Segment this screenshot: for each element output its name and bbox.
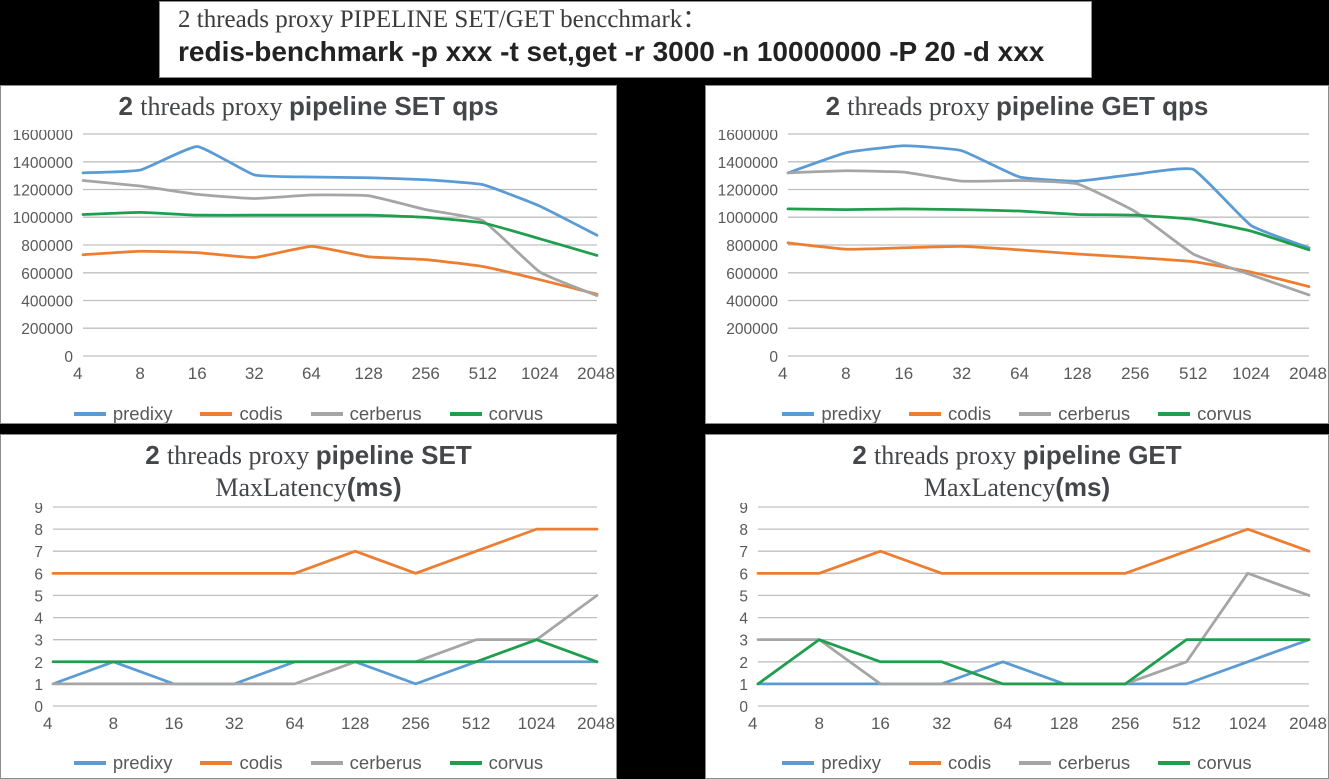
svg-text:128: 128 — [1063, 364, 1091, 383]
svg-text:2048: 2048 — [577, 364, 615, 383]
svg-text:200000: 200000 — [726, 321, 778, 338]
svg-text:128: 128 — [341, 714, 369, 733]
svg-text:1000000: 1000000 — [13, 210, 74, 227]
svg-text:6: 6 — [34, 566, 43, 583]
svg-text:2: 2 — [34, 655, 43, 672]
svg-text:600000: 600000 — [726, 266, 778, 283]
svg-text:128: 128 — [354, 364, 382, 383]
svg-text:64: 64 — [993, 714, 1012, 733]
svg-text:1200000: 1200000 — [718, 183, 779, 200]
svg-text:1: 1 — [739, 677, 748, 694]
svg-text:6: 6 — [739, 566, 748, 583]
svg-text:256: 256 — [402, 714, 430, 733]
svg-text:8: 8 — [814, 714, 823, 733]
svg-text:512: 512 — [1172, 714, 1200, 733]
svg-text:4: 4 — [739, 611, 748, 628]
svg-text:4: 4 — [778, 364, 787, 383]
svg-text:16: 16 — [164, 714, 183, 733]
svg-text:1600000: 1600000 — [13, 130, 74, 144]
svg-text:2048: 2048 — [1289, 714, 1327, 733]
svg-text:1024: 1024 — [521, 364, 559, 383]
svg-text:800000: 800000 — [726, 238, 778, 255]
svg-text:8: 8 — [34, 522, 43, 539]
svg-text:32: 32 — [952, 364, 971, 383]
svg-text:512: 512 — [462, 714, 490, 733]
svg-text:8: 8 — [109, 714, 118, 733]
svg-text:3: 3 — [739, 633, 748, 650]
svg-text:512: 512 — [1179, 364, 1207, 383]
svg-text:16: 16 — [188, 364, 207, 383]
svg-text:4: 4 — [73, 364, 82, 383]
svg-text:8: 8 — [135, 364, 144, 383]
svg-text:1600000: 1600000 — [718, 130, 779, 144]
svg-text:2048: 2048 — [577, 714, 615, 733]
svg-text:32: 32 — [225, 714, 244, 733]
svg-text:200000: 200000 — [21, 321, 73, 338]
svg-text:1200000: 1200000 — [13, 183, 74, 200]
svg-text:400000: 400000 — [726, 294, 778, 311]
svg-text:256: 256 — [412, 364, 440, 383]
svg-text:4: 4 — [748, 714, 757, 733]
svg-text:64: 64 — [285, 714, 304, 733]
svg-text:32: 32 — [932, 714, 951, 733]
svg-text:3: 3 — [34, 633, 43, 650]
svg-text:4: 4 — [34, 611, 43, 628]
svg-text:4: 4 — [43, 714, 52, 733]
svg-text:1024: 1024 — [1232, 364, 1270, 383]
svg-text:256: 256 — [1121, 364, 1149, 383]
svg-text:5: 5 — [34, 588, 43, 605]
svg-text:8: 8 — [739, 522, 748, 539]
svg-text:9: 9 — [739, 503, 748, 517]
svg-text:1000000: 1000000 — [718, 210, 779, 227]
svg-text:600000: 600000 — [21, 266, 73, 283]
svg-text:400000: 400000 — [21, 294, 73, 311]
svg-text:8: 8 — [841, 364, 850, 383]
svg-text:128: 128 — [1050, 714, 1078, 733]
svg-text:800000: 800000 — [21, 238, 73, 255]
svg-text:1024: 1024 — [1229, 714, 1267, 733]
svg-text:9: 9 — [34, 503, 43, 517]
svg-text:256: 256 — [1111, 714, 1139, 733]
svg-text:2048: 2048 — [1289, 364, 1327, 383]
svg-text:5: 5 — [739, 588, 748, 605]
svg-text:7: 7 — [739, 544, 748, 561]
svg-text:1: 1 — [34, 677, 43, 694]
svg-text:7: 7 — [34, 544, 43, 561]
svg-text:16: 16 — [871, 714, 890, 733]
svg-text:64: 64 — [302, 364, 321, 383]
svg-text:1024: 1024 — [518, 714, 556, 733]
svg-text:16: 16 — [894, 364, 913, 383]
svg-text:2: 2 — [739, 655, 748, 672]
svg-text:1400000: 1400000 — [13, 155, 74, 172]
svg-text:64: 64 — [1010, 364, 1029, 383]
svg-text:32: 32 — [245, 364, 264, 383]
svg-text:1400000: 1400000 — [718, 155, 779, 172]
svg-text:512: 512 — [469, 364, 497, 383]
